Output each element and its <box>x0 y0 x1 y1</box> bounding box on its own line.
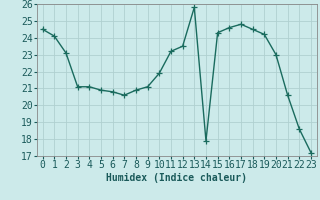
X-axis label: Humidex (Indice chaleur): Humidex (Indice chaleur) <box>106 173 247 183</box>
